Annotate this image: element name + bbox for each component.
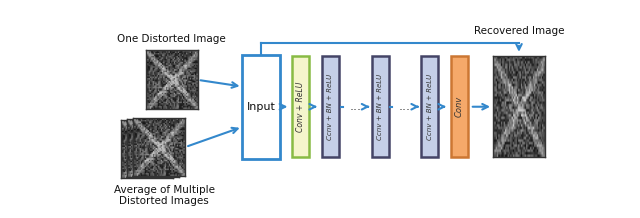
Bar [421, 56, 438, 157]
Text: ...: ... [399, 100, 411, 113]
Text: Ccnv + BN + ReLU: Ccnv + BN + ReLU [427, 74, 433, 140]
Text: Input: Input [246, 102, 275, 112]
Text: Average of Multiple
Distorted Images: Average of Multiple Distorted Images [114, 185, 215, 206]
Bar [243, 55, 280, 159]
Bar [451, 56, 468, 157]
Bar [322, 56, 339, 157]
Text: Recovered Image: Recovered Image [474, 26, 564, 36]
Text: ...: ... [349, 100, 361, 113]
Text: Ccnv + BN + ReLU: Ccnv + BN + ReLU [377, 74, 383, 140]
Text: Conv + ReLU: Conv + ReLU [296, 82, 305, 132]
Text: Or: Or [166, 118, 178, 128]
Text: Ccnv + BN + ReLU: Ccnv + BN + ReLU [328, 74, 333, 140]
Bar [292, 56, 309, 157]
Bar [372, 56, 388, 157]
Text: One Distorted Image: One Distorted Image [117, 34, 226, 44]
Text: Conv: Conv [455, 96, 464, 117]
